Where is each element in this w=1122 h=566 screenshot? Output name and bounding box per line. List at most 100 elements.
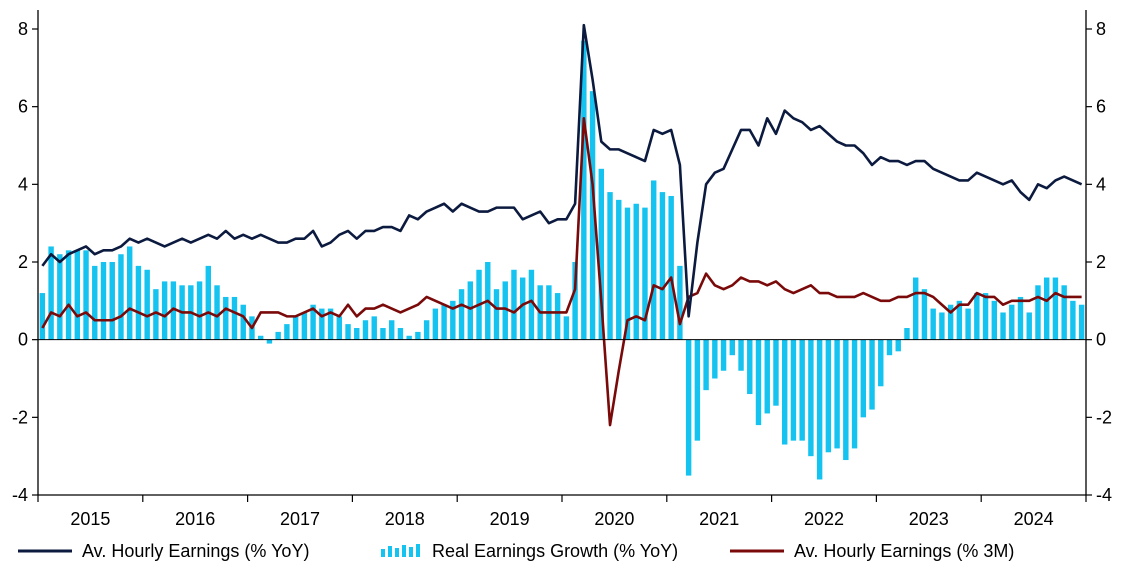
real-earnings-bar <box>92 265 98 340</box>
real-earnings-bar <box>1052 277 1059 340</box>
real-earnings-bar <box>982 293 989 340</box>
legend-item-ahe-yoy: Av. Hourly Earnings (% YoY) <box>18 541 309 561</box>
real-earnings-bar <box>904 328 910 340</box>
real-earnings-bar <box>843 339 849 461</box>
legend-swatch-real-earnings <box>381 544 420 557</box>
real-earnings-bar <box>965 308 971 340</box>
y-tick-label: 8 <box>18 19 28 39</box>
real-earnings-bar <box>572 262 578 340</box>
real-earnings-bar <box>825 339 832 453</box>
real-earnings-bar <box>57 254 63 340</box>
real-earnings-bar <box>380 328 386 340</box>
legend-swatch-bar <box>388 546 392 557</box>
real-earnings-bar <box>161 281 168 340</box>
axes: 8 6 4 2 0 -2 -4 8 6 4 2 0 -2 -4 2015 2016 2017 2018 2019 20… <box>12 10 1112 529</box>
real-earnings-bar <box>301 312 308 340</box>
y-tick-label: -4 <box>12 485 28 505</box>
real-earnings-bar <box>1000 312 1006 340</box>
real-earnings-bar <box>712 339 718 379</box>
ahe-yoy-line <box>41 23 1083 318</box>
x-tick-label: 2017 <box>280 509 320 529</box>
real-earnings-bar <box>336 316 342 340</box>
real-earnings-bar <box>1017 296 1024 340</box>
y2-tick-label: 4 <box>1096 174 1106 194</box>
real-earnings-bar <box>257 335 264 340</box>
real-earnings-bar <box>144 269 150 340</box>
real-earnings-bar <box>685 339 692 476</box>
real-earnings-bar <box>974 293 980 340</box>
y2-tick-label: -4 <box>1096 485 1112 505</box>
real-earnings-bar <box>790 339 797 441</box>
real-earnings-bar <box>240 304 246 340</box>
y2-tick-label: 8 <box>1096 19 1106 39</box>
real-earnings-bar <box>642 207 648 340</box>
real-earnings-bar <box>781 339 788 445</box>
legend-swatch-bar <box>416 544 420 557</box>
real-earnings-bar <box>581 40 587 340</box>
legend-label-real-earnings: Real Earnings Growth (% YoY) <box>432 541 678 561</box>
real-earnings-bar <box>292 316 299 340</box>
real-earnings-bar <box>196 281 203 340</box>
real-earnings-bar <box>275 331 281 340</box>
real-earnings-bar <box>869 339 875 410</box>
real-earnings-bar <box>878 339 884 387</box>
real-earnings-bar <box>266 339 273 344</box>
real-earnings-bar <box>48 246 54 340</box>
real-earnings-bar <box>388 320 395 340</box>
x-tick-label: 2024 <box>1014 509 1054 529</box>
real-earnings-bar <box>668 195 674 340</box>
real-earnings-bar <box>633 203 639 340</box>
real-earnings-bar <box>912 277 919 340</box>
real-earnings-bar <box>947 304 954 340</box>
real-earnings-bar <box>799 339 805 441</box>
real-earnings-bar <box>860 339 866 418</box>
real-earnings-bar <box>607 192 613 340</box>
real-earnings-bar <box>1070 300 1076 340</box>
real-earnings-bar <box>362 320 369 340</box>
real-earnings-bar <box>729 339 735 356</box>
real-earnings-bar <box>616 199 622 340</box>
real-earnings-bar <box>895 339 901 352</box>
real-earnings-bar <box>1078 304 1085 340</box>
legend-item-ahe-3m: Av. Hourly Earnings (% 3M) <box>730 541 1014 561</box>
real-earnings-bar <box>1035 285 1041 340</box>
x-tick-label: 2018 <box>385 509 425 529</box>
y2-tick-label: 0 <box>1096 330 1106 350</box>
real-earnings-bars <box>39 40 1085 480</box>
real-earnings-bar <box>554 293 561 340</box>
real-earnings-bar <box>327 308 334 340</box>
y2-tick-label: 6 <box>1096 97 1106 117</box>
real-earnings-bar <box>755 339 762 426</box>
real-earnings-bar <box>432 308 439 340</box>
real-earnings-bar <box>126 246 133 340</box>
real-earnings-bar <box>921 289 928 340</box>
real-earnings-bar <box>886 339 893 356</box>
real-earnings-bar <box>223 296 229 340</box>
real-earnings-bar <box>659 192 666 340</box>
legend-swatch-bar <box>395 548 399 557</box>
real-earnings-bar <box>511 269 517 340</box>
x-tick-label: 2016 <box>175 509 215 529</box>
real-earnings-bar <box>153 289 159 340</box>
legend-swatch-bar <box>409 547 413 557</box>
real-earnings-bar <box>423 320 430 340</box>
y-tick-label: 4 <box>18 174 28 194</box>
real-earnings-bar <box>74 250 80 340</box>
legend: Av. Hourly Earnings (% YoY) Real Earning… <box>18 541 1014 561</box>
real-earnings-bar <box>720 339 727 371</box>
real-earnings-bar <box>694 339 701 441</box>
legend-swatch-bar <box>402 545 406 557</box>
real-earnings-bar <box>100 262 107 340</box>
legend-label-ahe-yoy: Av. Hourly Earnings (% YoY) <box>82 541 309 561</box>
real-earnings-bar <box>231 296 238 340</box>
real-earnings-bar <box>834 339 840 449</box>
x-tick-label: 2023 <box>909 509 949 529</box>
real-earnings-bar <box>747 339 753 395</box>
real-earnings-bar <box>677 265 683 340</box>
real-earnings-bar <box>371 316 377 340</box>
legend-swatch-bar <box>381 549 385 557</box>
real-earnings-bar <box>65 250 72 340</box>
real-earnings-bar <box>345 324 351 340</box>
real-earnings-bar <box>816 339 823 480</box>
